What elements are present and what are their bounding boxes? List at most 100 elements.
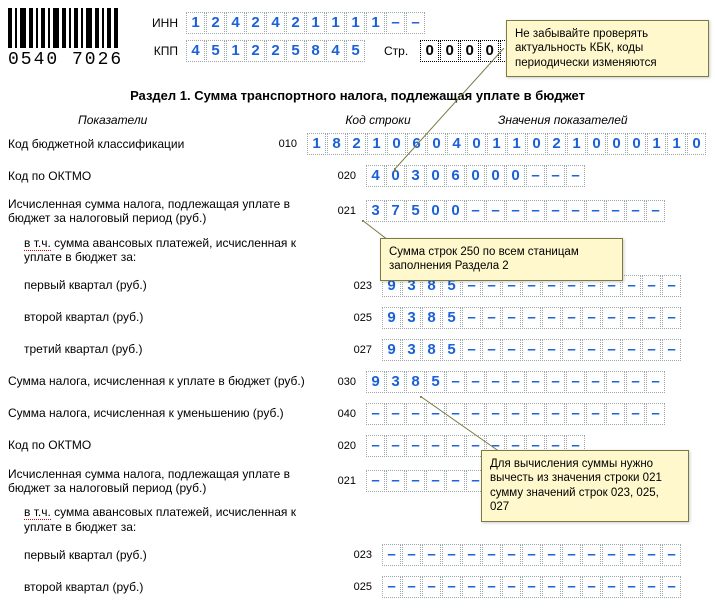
cell: – xyxy=(546,200,565,222)
cell: 8 xyxy=(422,307,441,329)
cell: – xyxy=(482,576,501,598)
cell: – xyxy=(626,200,645,222)
cell: 5 xyxy=(442,339,461,361)
cell: 0 xyxy=(627,133,646,155)
columns-header: Показатели Код строки Значения показател… xyxy=(8,113,707,127)
cell: 6 xyxy=(407,133,426,155)
cell: 3 xyxy=(386,371,405,393)
row-code: 021 xyxy=(316,205,366,217)
cell: – xyxy=(522,339,541,361)
cell: – xyxy=(662,307,681,329)
row-cells: 9385––––––––––– xyxy=(382,307,682,329)
cell: 1 xyxy=(647,133,666,155)
cell: 2 xyxy=(206,12,225,34)
cell: – xyxy=(662,275,681,297)
cell: 1 xyxy=(567,133,586,155)
cell: – xyxy=(582,544,601,566)
cell: – xyxy=(566,200,585,222)
row-code: 025 xyxy=(332,312,382,324)
cell: 1 xyxy=(667,133,686,155)
cell: – xyxy=(566,371,585,393)
cell: – xyxy=(542,576,561,598)
cell: – xyxy=(462,576,481,598)
cell: – xyxy=(606,403,625,425)
cell: – xyxy=(482,339,501,361)
cell: 4 xyxy=(326,40,345,62)
cell: 1 xyxy=(326,12,345,34)
cell: – xyxy=(446,371,465,393)
cell: 1 xyxy=(507,133,526,155)
cell: – xyxy=(502,576,521,598)
cell: – xyxy=(526,403,545,425)
cell: – xyxy=(502,339,521,361)
cell: – xyxy=(602,339,621,361)
cell: – xyxy=(642,576,661,598)
cell: – xyxy=(502,307,521,329)
cell: – xyxy=(466,371,485,393)
col-indicator: Показатели xyxy=(8,113,333,127)
cell: – xyxy=(486,371,505,393)
row-cells: 40306000––– xyxy=(366,165,586,187)
cell: – xyxy=(522,576,541,598)
cell: – xyxy=(586,371,605,393)
row-code: 027 xyxy=(332,344,382,356)
cell: 5 xyxy=(442,307,461,329)
cell: – xyxy=(442,544,461,566)
cell: – xyxy=(542,307,561,329)
data-row: Код по ОКТМО02040306000––– xyxy=(8,165,707,187)
cell: – xyxy=(402,544,421,566)
cell: – xyxy=(522,307,541,329)
cell: 0 xyxy=(427,133,446,155)
cell: 9 xyxy=(366,371,385,393)
cell: – xyxy=(646,200,665,222)
cell: 9 xyxy=(382,339,401,361)
cell: – xyxy=(366,403,385,425)
cell: – xyxy=(386,12,405,34)
cell: – xyxy=(386,470,405,492)
row-label: Сумма налога, исчисленная к уплате в бюд… xyxy=(8,374,316,388)
data-row: третий квартал (руб.)0279385––––––––––– xyxy=(8,339,707,361)
data-row: Код бюджетной классификации0101821060401… xyxy=(8,133,707,155)
data-row: второй квартал (руб.)0259385––––––––––– xyxy=(8,307,707,329)
callout-kbk: Не забывайте проверять актуальность КБК,… xyxy=(506,20,709,77)
cell: – xyxy=(442,576,461,598)
callout-calc: Для вычисления суммы нужно вычесть из зн… xyxy=(481,450,689,522)
row-label: первый квартал (руб.) xyxy=(8,278,332,292)
row-cells: ––––––––––––––– xyxy=(366,403,666,425)
cell: 0 xyxy=(466,165,485,187)
section-title: Раздел 1. Сумма транспортного налога, по… xyxy=(8,88,707,103)
cell: 3 xyxy=(366,200,385,222)
cell: – xyxy=(586,403,605,425)
cell: – xyxy=(526,371,545,393)
cell: – xyxy=(626,403,645,425)
cell: – xyxy=(422,544,441,566)
cell: 8 xyxy=(327,133,346,155)
cell: – xyxy=(482,307,501,329)
cell: – xyxy=(606,371,625,393)
cell: – xyxy=(602,307,621,329)
cell: – xyxy=(566,403,585,425)
cell: – xyxy=(622,275,641,297)
cell: – xyxy=(506,200,525,222)
row-code: 020 xyxy=(316,440,366,452)
row-label: второй квартал (руб.) xyxy=(8,310,332,324)
kpp-label: КПП xyxy=(138,44,178,58)
row-cells: ––––––––––––––– xyxy=(382,576,682,598)
cell: 1 xyxy=(346,12,365,34)
cell: – xyxy=(606,200,625,222)
cell: – xyxy=(386,435,405,457)
cell: 1 xyxy=(186,12,205,34)
cell: – xyxy=(382,576,401,598)
cell: 0 xyxy=(420,40,439,62)
cell: – xyxy=(406,470,425,492)
cell: – xyxy=(466,403,485,425)
cell: 2 xyxy=(347,133,366,155)
cell: 0 xyxy=(607,133,626,155)
row-code: 025 xyxy=(332,581,382,593)
cell: – xyxy=(622,307,641,329)
cell: – xyxy=(642,339,661,361)
cell: 4 xyxy=(226,12,245,34)
cell: 1 xyxy=(366,12,385,34)
col-code: Код строки xyxy=(333,113,423,127)
cell: – xyxy=(486,403,505,425)
